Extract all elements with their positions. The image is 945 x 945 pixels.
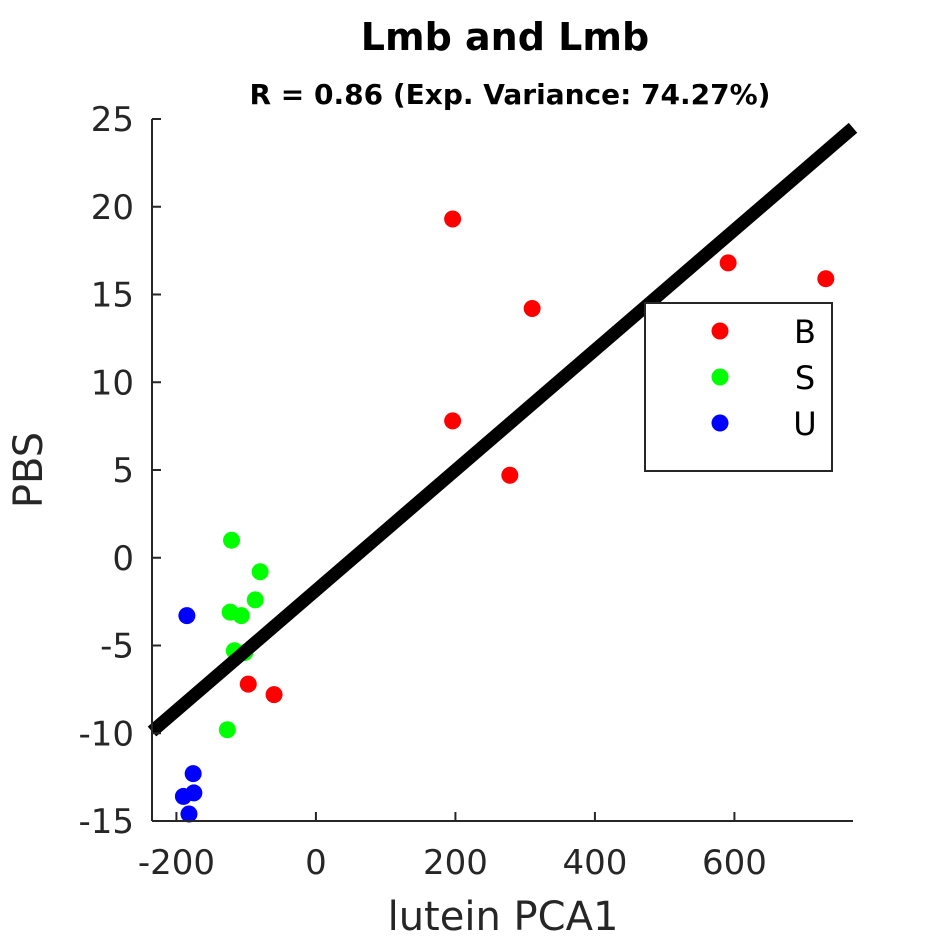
y-tick-label: 10 [91, 363, 134, 403]
data-point-u [184, 765, 202, 783]
y-tick-label: 0 [112, 539, 134, 579]
data-point-s [223, 531, 241, 549]
legend-marker-b [711, 322, 729, 340]
data-point-u [180, 805, 198, 823]
data-point-s [218, 721, 236, 739]
legend-label-s: S [795, 359, 815, 397]
y-axis-label: PBS [6, 432, 52, 508]
data-point-s [251, 563, 269, 581]
data-point-b [501, 466, 519, 484]
legend-label-u: U [793, 405, 816, 443]
data-point-b [265, 686, 283, 704]
legend-marker-s [711, 368, 729, 386]
y-tick-label: 15 [91, 276, 134, 316]
data-point-s [246, 591, 264, 609]
legend-marker-u [711, 414, 729, 432]
x-tick-label: 0 [305, 843, 327, 883]
x-axis-label: lutein PCA1 [388, 894, 619, 940]
y-tick-label: -5 [100, 627, 134, 667]
data-point-b [817, 270, 835, 288]
y-tick-label: -15 [78, 802, 134, 842]
data-point-s [232, 607, 250, 625]
chart-title: Lmb and Lmb [361, 15, 649, 59]
legend: BSU [644, 302, 833, 472]
chart-subtitle: R = 0.86 (Exp. Variance: 74.27%) [250, 78, 771, 111]
data-point-u [178, 607, 196, 625]
y-tick-label: -10 [78, 714, 134, 754]
x-tick-label: -200 [138, 843, 215, 883]
axes: -15 -10 -5 0 5 10 15 20 25 -200 0 200 400 600 [78, 100, 853, 883]
data-point-b [239, 675, 257, 693]
x-tick-label: 400 [562, 843, 627, 883]
y-tick-label: 5 [112, 451, 134, 491]
legend-box [644, 302, 833, 472]
legend-label-b: B [794, 313, 816, 351]
fit-line [147, 122, 858, 737]
y-tick-label: 20 [91, 188, 134, 228]
y-tick-label: 25 [91, 100, 134, 140]
data-point-b [523, 300, 541, 318]
fit-line-group [147, 122, 858, 737]
data-point-b [444, 210, 462, 228]
x-tick-label: 600 [702, 843, 767, 883]
data-point-u [174, 787, 192, 805]
x-tick-label: 200 [423, 843, 488, 883]
data-point-b [719, 254, 737, 272]
data-point-b [444, 412, 462, 430]
